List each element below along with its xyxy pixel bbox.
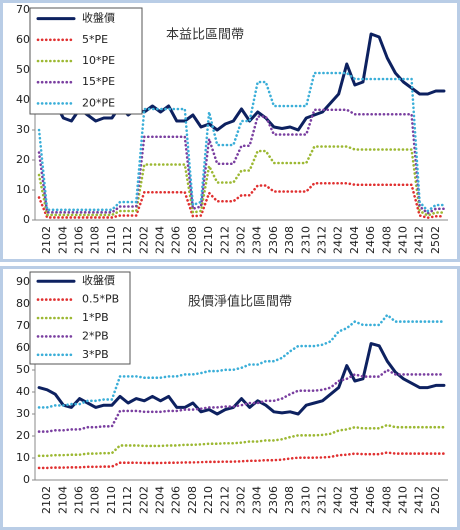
x-tick-label: 2108 [89,226,102,254]
x-tick-label: 2104 [56,486,69,514]
x-tick-label: 2106 [73,486,86,514]
x-tick-label: 2406 [364,226,377,254]
y-tick-label: 80 [16,297,30,310]
y-tick-label: 0 [23,213,30,226]
x-tick-label: 2110 [105,486,118,514]
legend-label: 收盤價 [82,273,115,287]
legend-label: 2*PB [82,329,109,342]
x-tick-label: 2202 [137,486,150,514]
legend-label: 10*PE [82,54,115,67]
series-line [37,313,446,409]
legend-label: 0.5*PB [82,293,119,306]
legend-label: 1*PB [82,311,109,324]
x-tick-label: 2410 [396,486,409,514]
x-tick-label: 2404 [348,486,361,514]
y-tick-label: 20 [16,153,30,166]
series-line [37,342,446,416]
x-tick-label: 2312 [315,226,328,254]
x-tick-label: 2112 [121,486,134,514]
x-tick-label: 2406 [364,486,377,514]
series-line [37,145,446,217]
y-tick-label: 40 [16,93,30,106]
y-tick-label: 70 [16,3,30,16]
x-tick-label: 2202 [137,226,150,254]
x-tick-label: 2408 [380,226,393,254]
x-tick-label: 2204 [154,226,167,254]
y-tick-label: 30 [16,123,30,136]
series-line [37,108,446,215]
x-tick-label: 2310 [299,486,312,514]
x-tick-label: 2204 [154,486,167,514]
x-tick-label: 2206 [170,226,183,254]
x-tick-label: 2212 [218,226,231,254]
x-tick-label: 2308 [283,226,296,254]
x-tick-label: 2108 [89,486,102,514]
x-tick-label: 2208 [186,226,199,254]
x-tick-label: 2502 [429,486,442,514]
x-tick-label: 2210 [202,486,215,514]
legend-label: 15*PE [82,75,115,88]
x-tick-label: 2306 [267,486,280,514]
x-tick-label: 2304 [251,486,264,514]
x-tick-label: 2412 [413,226,426,254]
x-tick-label: 2402 [332,226,345,254]
series-line [37,32,446,132]
y-tick-label: 40 [16,385,30,398]
y-tick-label: 0 [23,473,30,486]
x-tick-label: 2208 [186,486,199,514]
x-tick-label: 2206 [170,486,183,514]
legend-label: 5*PE [82,33,108,46]
x-tick-label: 2404 [348,226,361,254]
y-tick-label: 70 [16,319,30,332]
legend-label: 3*PB [82,348,109,361]
x-tick-label: 2102 [40,226,53,254]
x-tick-label: 2306 [267,226,280,254]
annotation: 股價淨值比區間帶 [188,294,292,310]
x-tick-label: 2104 [56,226,69,254]
x-tick-label: 2312 [315,486,328,514]
x-tick-label: 2110 [105,226,118,254]
y-tick-label: 90 [16,275,30,288]
x-tick-label: 2502 [429,226,442,254]
x-tick-label: 2304 [251,226,264,254]
x-tick-label: 2210 [202,226,215,254]
x-tick-label: 2402 [332,486,345,514]
y-tick-label: 30 [16,407,30,420]
x-tick-label: 2212 [218,486,231,514]
x-tick-label: 2310 [299,226,312,254]
x-tick-label: 2308 [283,486,296,514]
x-tick-label: 2302 [235,226,248,254]
legend-label: 20*PE [82,96,115,109]
series-line [37,71,446,213]
annotation: 本益比區間帶 [166,28,244,43]
x-tick-label: 2106 [73,226,86,254]
y-tick-label: 10 [16,451,30,464]
x-tick-label: 2412 [413,486,426,514]
y-tick-label: 50 [16,63,30,76]
series-line [37,181,446,220]
x-tick-label: 2102 [40,486,53,514]
series-line [37,423,446,458]
y-tick-label: 10 [16,183,30,196]
legend-label: 收盤價 [82,11,115,25]
x-tick-label: 2112 [121,226,134,254]
y-tick-label: 20 [16,429,30,442]
x-tick-label: 2302 [235,486,248,514]
y-tick-label: 60 [16,341,30,354]
legend-box [29,7,143,115]
series-line [37,368,446,433]
y-tick-label: 50 [16,363,30,376]
x-tick-label: 2408 [380,486,393,514]
y-tick-label: 60 [16,33,30,46]
x-tick-label: 2410 [396,226,409,254]
